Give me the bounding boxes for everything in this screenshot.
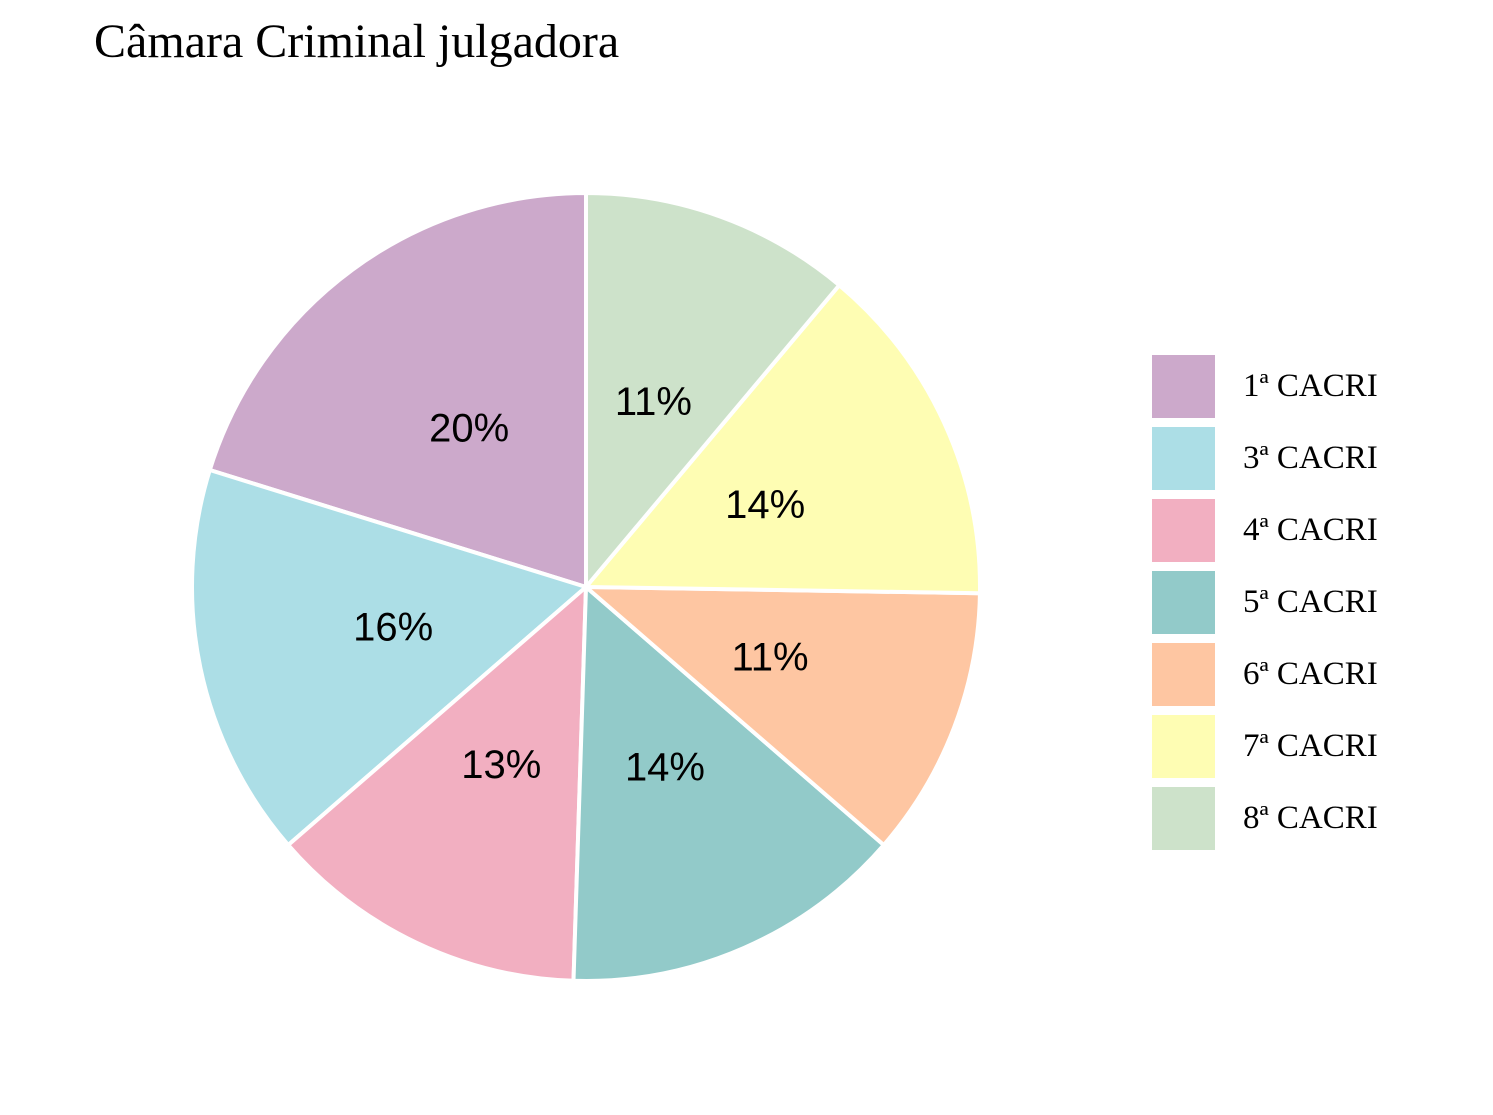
legend-label: 6ª CACRI bbox=[1243, 655, 1378, 692]
legend-swatch bbox=[1152, 498, 1215, 562]
slice-percent-label: 11% bbox=[731, 635, 808, 679]
legend-label: 4ª CACRI bbox=[1243, 511, 1378, 548]
pie-slice bbox=[584, 585, 982, 848]
legend-item: 4ª CACRI bbox=[1152, 494, 1378, 566]
legend-label: 3ª CACRI bbox=[1243, 439, 1378, 476]
slice-percent-label: 11% bbox=[615, 380, 692, 424]
legend-swatch bbox=[1152, 570, 1215, 634]
pie-slice bbox=[207, 191, 588, 589]
slice-percent-label: 16% bbox=[353, 605, 433, 649]
legend-label: 7ª CACRI bbox=[1243, 727, 1378, 764]
legend-label: 8ª CACRI bbox=[1243, 799, 1378, 836]
legend-label: 5ª CACRI bbox=[1243, 583, 1378, 620]
pie-slice bbox=[584, 283, 982, 596]
pie-slice bbox=[571, 585, 886, 983]
legend-item: 6ª CACRI bbox=[1152, 638, 1378, 710]
slice-percent-label: 14% bbox=[625, 745, 705, 789]
slice-percent-label: 14% bbox=[725, 483, 805, 527]
pie-slices bbox=[190, 191, 982, 983]
legend-swatch bbox=[1152, 426, 1215, 490]
legend-swatch bbox=[1152, 714, 1215, 778]
legend-swatch bbox=[1152, 354, 1215, 418]
legend-item: 8ª CACRI bbox=[1152, 782, 1378, 854]
pie-slice-labels: 20% 16% 13% 14% 11% 14% 11% bbox=[353, 380, 808, 790]
slice-percent-label: 20% bbox=[429, 406, 509, 450]
pie-slice bbox=[190, 468, 588, 848]
legend-item: 1ª CACRI bbox=[1152, 350, 1378, 422]
pie-slice bbox=[286, 585, 588, 983]
slice-percent-label: 13% bbox=[461, 743, 541, 787]
chart-title: Câmara Criminal julgadora bbox=[94, 15, 620, 68]
legend-item: 3ª CACRI bbox=[1152, 422, 1378, 494]
legend-item: 5ª CACRI bbox=[1152, 566, 1378, 638]
legend-item: 7ª CACRI bbox=[1152, 710, 1378, 782]
legend-label: 1ª CACRI bbox=[1243, 367, 1378, 404]
legend-swatch bbox=[1152, 642, 1215, 706]
legend-swatch bbox=[1152, 786, 1215, 850]
pie-slice bbox=[584, 191, 842, 589]
legend: 1ª CACRI 3ª CACRI 4ª CACRI 5ª CACRI 6ª CACRI… bbox=[1152, 350, 1378, 854]
